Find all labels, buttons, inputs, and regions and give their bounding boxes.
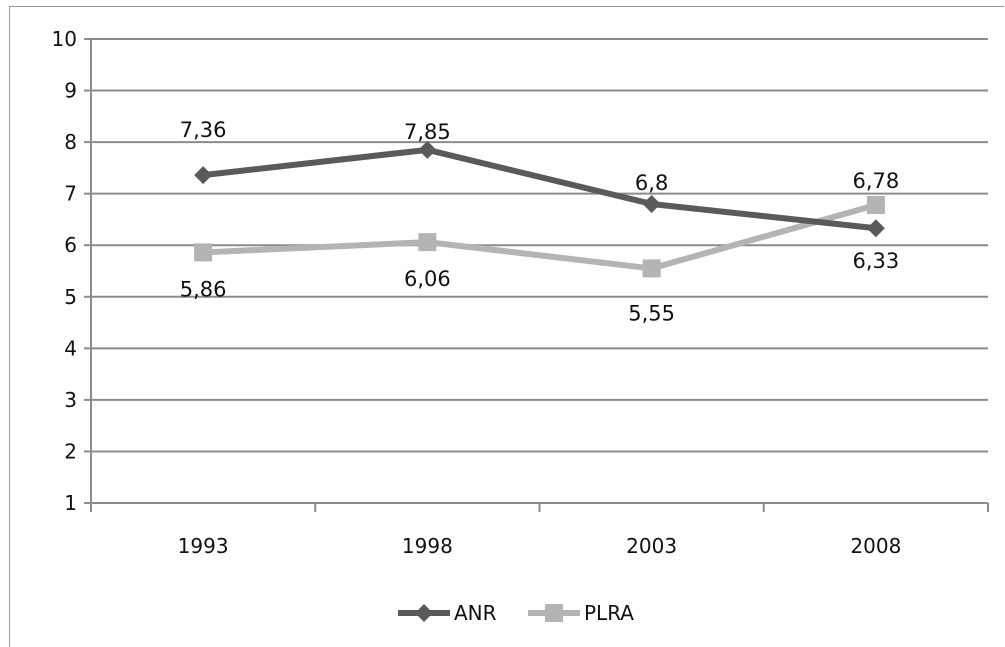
x-tick-labels: 1993 1998 2003 2008	[178, 534, 902, 558]
data-label-plra: 6,06	[404, 267, 451, 291]
y-tick-label: 10	[52, 27, 77, 51]
series-line-anr	[200, 146, 879, 232]
y-tick-label: 4	[64, 336, 77, 360]
data-label-anr: 7,85	[404, 120, 451, 144]
data-label-anr: 6,33	[852, 249, 899, 273]
point-anr	[642, 194, 661, 213]
data-labels: 7,36 7,85 6,8 6,33 5,86 6,06 5,55 6,78	[180, 118, 900, 325]
y-tick-label: 7	[64, 182, 77, 206]
data-label-plra: 5,55	[628, 301, 675, 325]
y-tick-label: 5	[64, 285, 77, 309]
legend: ANR PLRA	[398, 601, 634, 625]
y-tick-label: 6	[64, 233, 77, 257]
point-plra	[866, 196, 885, 215]
legend-marker-anr	[415, 604, 433, 622]
legend-label-anr: ANR	[454, 601, 497, 625]
legend-marker-plra	[545, 604, 563, 622]
y-tick-label: 1	[64, 491, 77, 515]
gridlines	[91, 38, 988, 453]
data-label-anr: 7,36	[180, 118, 227, 142]
data-label-anr: 6,8	[635, 171, 668, 195]
series-line-plra	[200, 202, 879, 272]
y-tick-label: 3	[64, 388, 77, 412]
point-plra	[194, 243, 213, 262]
y-tick-label: 9	[64, 79, 77, 103]
chart-frame	[9, 6, 1004, 647]
axes	[84, 38, 989, 512]
y-tick-labels: 1 2 3 4 5 6 7 8 9 10	[52, 27, 77, 515]
point-anr	[418, 140, 437, 159]
y-tick-label: 8	[64, 130, 77, 154]
point-anr	[194, 166, 213, 185]
point-plra	[418, 233, 437, 252]
x-tick-label: 1998	[402, 534, 453, 558]
x-tick-label: 1993	[178, 534, 229, 558]
y-tick-label: 2	[64, 439, 77, 463]
data-label-plra: 5,86	[180, 277, 227, 301]
point-plra	[642, 259, 661, 278]
x-tick-label: 2008	[850, 534, 901, 558]
point-anr	[866, 219, 885, 238]
data-label-plra: 6,78	[852, 169, 899, 193]
x-tick-label: 2003	[626, 534, 677, 558]
series	[194, 140, 885, 278]
legend-label-plra: PLRA	[584, 601, 634, 625]
